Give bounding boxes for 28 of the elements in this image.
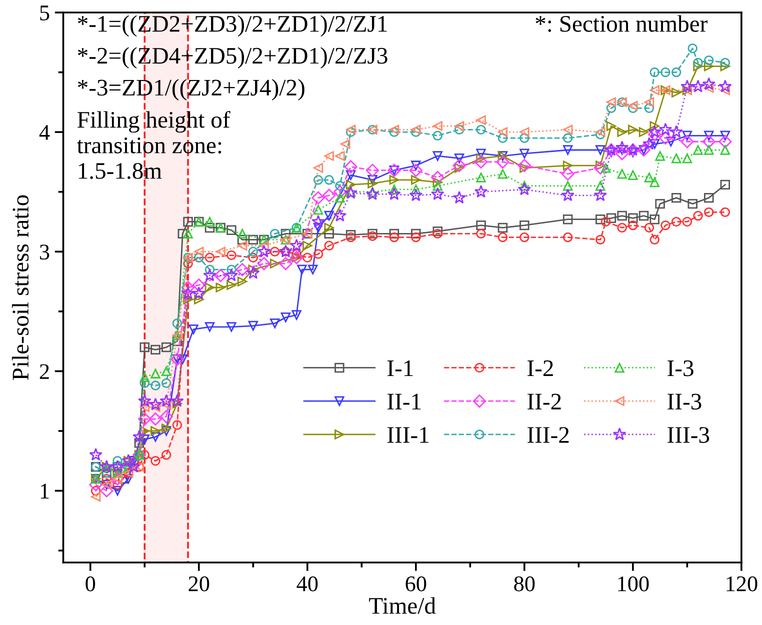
legend-label: II-2 — [528, 394, 561, 410]
band-label: Filling height of transition zone: 1.5-1.8m — [77, 110, 230, 179]
x-tick-label: 40 — [296, 576, 318, 592]
x-tick-label: 20 — [188, 576, 210, 592]
legend-label: III-1 — [387, 427, 428, 443]
y-tick-label: 3 — [40, 244, 50, 260]
legend-label: II-3 — [668, 394, 702, 410]
annotation: *-1=((ZD2+ZD3)/2+ZD1)/2/ZJ1 — [78, 15, 387, 37]
legend-label: III-3 — [668, 427, 710, 443]
x-tick-label: 100 — [618, 576, 649, 592]
y-tick-label: 5 — [40, 6, 50, 20]
legend-label: III-2 — [528, 427, 569, 443]
legend-label: I-2 — [528, 360, 553, 376]
annotation: *-3=ZD1/((ZJ2+ZJ4)/2) — [78, 79, 304, 100]
annotation: *-2=((ZD4+ZD5)/2+ZD1)/2/ZJ3 — [78, 47, 388, 69]
x-tick-label: 120 — [726, 576, 758, 592]
legend-label: II-1 — [387, 394, 421, 410]
y-tick-label: 4 — [39, 125, 50, 140]
x-tick-label: 60 — [406, 576, 426, 592]
x-tick-label: 0 — [86, 576, 96, 592]
y-tick-label: 1 — [40, 484, 49, 498]
y-tick-label: 2 — [40, 364, 49, 379]
legend-label: I-3 — [668, 360, 694, 376]
x-tick-label: 80 — [514, 576, 535, 592]
legend-label: I-1 — [387, 360, 413, 376]
y-axis-title: Pile-soil stress ratio — [12, 195, 29, 380]
x-axis-title: Time/d — [369, 597, 436, 614]
annotation: *: Section number — [536, 15, 708, 32]
